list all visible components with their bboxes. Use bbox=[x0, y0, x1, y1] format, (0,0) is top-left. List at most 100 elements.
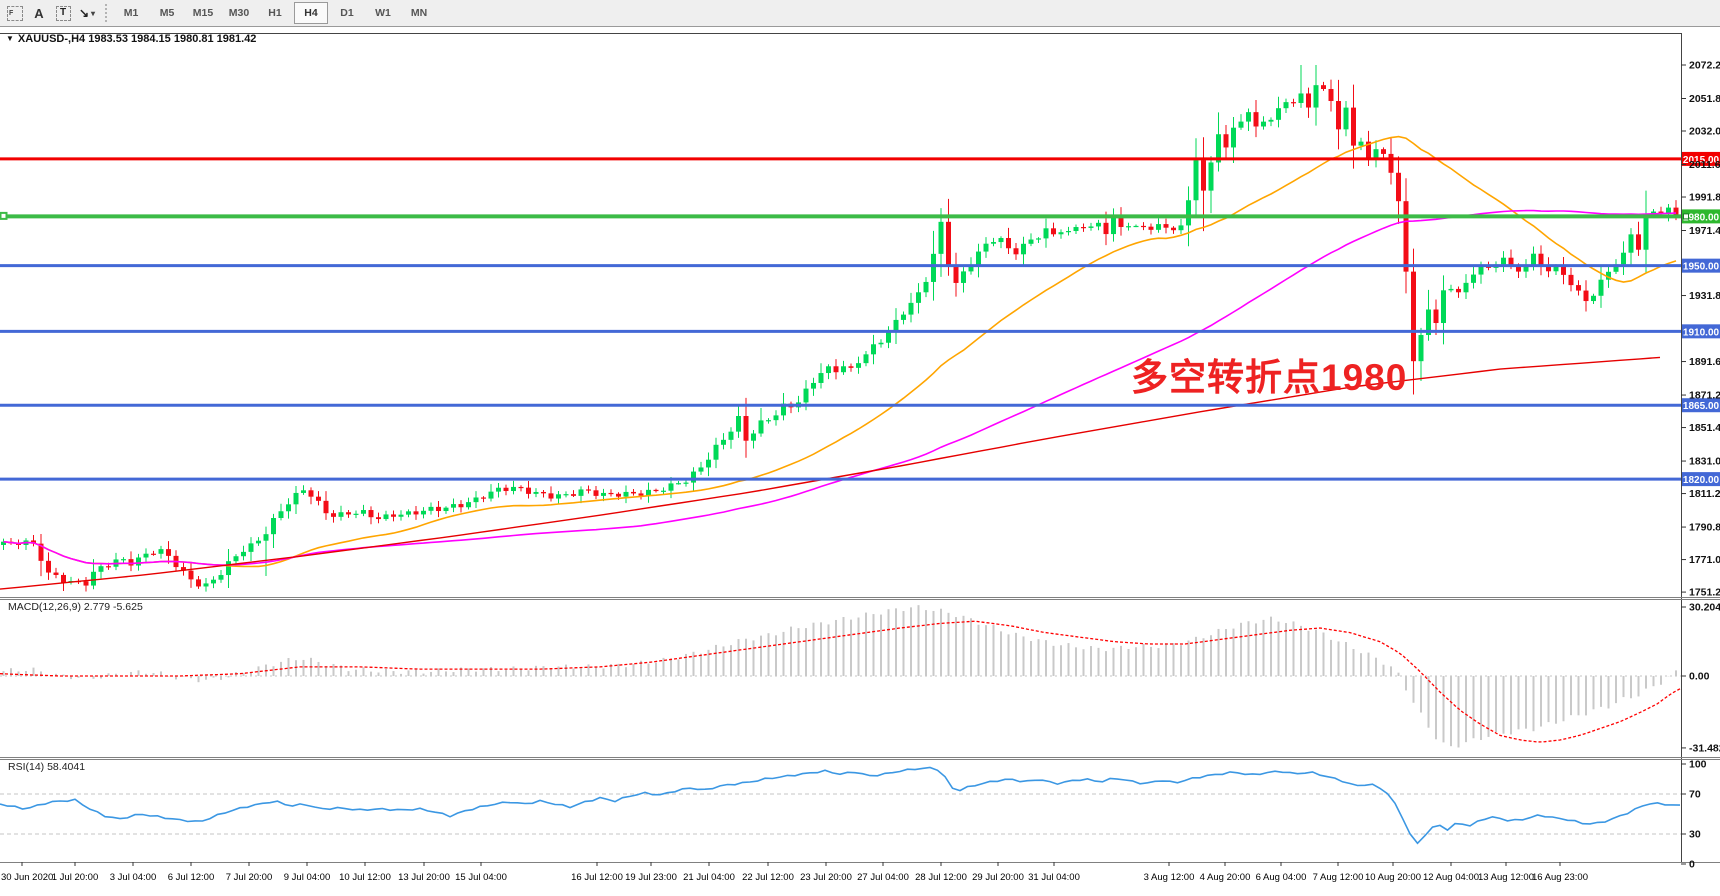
svg-text:1751.20: 1751.20 bbox=[1689, 587, 1720, 599]
hline-handle-left bbox=[0, 211, 8, 220]
svg-text:1851.40: 1851.40 bbox=[1689, 422, 1720, 434]
svg-text:30: 30 bbox=[1689, 829, 1701, 841]
svg-text:6 Jul 12:00: 6 Jul 12:00 bbox=[168, 872, 214, 883]
svg-text:0.00: 0.00 bbox=[1689, 671, 1710, 683]
svg-text:13 Jul 20:00: 13 Jul 20:00 bbox=[398, 872, 450, 883]
svg-text:10 Aug 20:00: 10 Aug 20:00 bbox=[1365, 872, 1421, 883]
svg-text:27 Jul 04:00: 27 Jul 04:00 bbox=[857, 872, 909, 883]
rsi-panel: 100 70 30 0 bbox=[0, 759, 1707, 871]
svg-text:1 Jul 20:00: 1 Jul 20:00 bbox=[52, 872, 98, 883]
svg-text:13 Aug 12:00: 13 Aug 12:00 bbox=[1478, 872, 1534, 883]
svg-text:23 Jul 20:00: 23 Jul 20:00 bbox=[800, 872, 852, 883]
svg-text:19 Jul 23:00: 19 Jul 23:00 bbox=[625, 872, 677, 883]
chart-annotation-text[interactable]: 多空转折点1980 bbox=[1131, 357, 1408, 398]
text-box-icon[interactable]: T bbox=[52, 2, 74, 24]
price-badge-1980.00 bbox=[1682, 209, 1720, 224]
timeframe-button-h4[interactable]: H4 bbox=[294, 2, 328, 24]
svg-text:16 Jul 12:00: 16 Jul 12:00 bbox=[571, 872, 623, 883]
price-badge-1865.00 bbox=[1682, 398, 1720, 413]
svg-text:2015.00: 2015.00 bbox=[1683, 155, 1720, 166]
horizontal-levels: 2015.00 1980.00 1950.00 1910.00 1865.00 1820.… bbox=[0, 151, 1720, 487]
price-badge-1910.00 bbox=[1682, 324, 1720, 339]
svg-text:7 Aug 12:00: 7 Aug 12:00 bbox=[1313, 872, 1364, 883]
ma-medium-magenta bbox=[3, 209, 1677, 566]
moving-averages bbox=[0, 135, 1677, 590]
svg-text:0: 0 bbox=[1689, 859, 1695, 871]
svg-text:31 Jul 04:00: 31 Jul 04:00 bbox=[1028, 872, 1080, 883]
svg-text:16 Aug 23:00: 16 Aug 23:00 bbox=[1532, 872, 1588, 883]
svg-text:2011.60: 2011.60 bbox=[1689, 159, 1720, 171]
ma-slow-red bbox=[0, 356, 1661, 590]
svg-text:28 Jul 12:00: 28 Jul 12:00 bbox=[915, 872, 967, 883]
macd-indicator-label: MACD(12,26,9) 2.779 -5.625 bbox=[8, 601, 143, 613]
grid-template-icon[interactable]: F bbox=[4, 2, 26, 24]
ma-fast-orange bbox=[3, 135, 1677, 568]
svg-text:70: 70 bbox=[1689, 789, 1701, 801]
text-label-icon[interactable]: A bbox=[34, 5, 44, 21]
svg-text:2051.80: 2051.80 bbox=[1689, 93, 1720, 105]
toolbar-grip[interactable] bbox=[105, 4, 107, 22]
svg-text:1950.00: 1950.00 bbox=[1683, 262, 1720, 273]
svg-text:7 Jul 20:00: 7 Jul 20:00 bbox=[226, 872, 272, 883]
svg-text:3 Aug 12:00: 3 Aug 12:00 bbox=[1144, 872, 1195, 883]
macd-panel: 30.204 0.00 -31.482 bbox=[0, 601, 1720, 754]
timeframe-button-mn[interactable]: MN bbox=[410, 7, 428, 19]
timeframe-button-m30[interactable]: M30 bbox=[228, 7, 250, 19]
svg-text:1865.00: 1865.00 bbox=[1683, 401, 1720, 412]
svg-text:6 Aug 04:00: 6 Aug 04:00 bbox=[1256, 872, 1307, 883]
svg-text:3 Jul 04:00: 3 Jul 04:00 bbox=[110, 872, 156, 883]
svg-text:100: 100 bbox=[1689, 759, 1707, 771]
timeframe-button-d1[interactable]: D1 bbox=[340, 7, 354, 19]
svg-text:29 Jul 20:00: 29 Jul 20:00 bbox=[972, 872, 1024, 883]
svg-text:1871.20: 1871.20 bbox=[1689, 390, 1720, 402]
timeframe-button-m5[interactable]: M5 bbox=[159, 7, 175, 19]
cursor-style-icon[interactable]: ↘ ▾ bbox=[78, 6, 96, 20]
price-badge-1950.00 bbox=[1682, 258, 1720, 273]
svg-text:2072.20: 2072.20 bbox=[1689, 60, 1720, 72]
chevron-down-icon: ▼ bbox=[6, 34, 14, 43]
hline-handle-badge bbox=[1683, 213, 1689, 220]
price-badge-1820.00 bbox=[1682, 472, 1720, 487]
timeframe-group: M1 M5 M15 M30 H1 H4 D1 W1 MN bbox=[113, 2, 437, 24]
svg-text:4 Aug 20:00: 4 Aug 20:00 bbox=[1200, 872, 1251, 883]
svg-text:12 Aug 04:00: 12 Aug 04:00 bbox=[1423, 872, 1479, 883]
svg-text:15 Jul 04:00: 15 Jul 04:00 bbox=[455, 872, 507, 883]
svg-text:9 Jul 04:00: 9 Jul 04:00 bbox=[284, 872, 330, 883]
svg-text:1811.20: 1811.20 bbox=[1689, 488, 1720, 500]
price-badge-2015.00 bbox=[1682, 151, 1720, 166]
svg-text:2032.00: 2032.00 bbox=[1689, 126, 1720, 138]
svg-text:22 Jul 12:00: 22 Jul 12:00 bbox=[742, 872, 794, 883]
timeframe-button-m1[interactable]: M1 bbox=[123, 7, 139, 19]
svg-text:30.204: 30.204 bbox=[1689, 601, 1720, 613]
svg-text:1771.00: 1771.00 bbox=[1689, 554, 1720, 566]
svg-text:1820.00: 1820.00 bbox=[1683, 475, 1720, 486]
rsi-line bbox=[0, 766, 1681, 845]
timeframe-button-w1[interactable]: W1 bbox=[375, 7, 391, 19]
panel-borders bbox=[0, 33, 1720, 863]
symbol-ohlc-text: XAUUSD-,H4 1983.53 1984.15 1980.81 1981.… bbox=[17, 33, 257, 45]
timeframe-button-m15[interactable]: M15 bbox=[192, 7, 214, 19]
svg-text:1980.00: 1980.00 bbox=[1683, 212, 1720, 223]
svg-text:1831.00: 1831.00 bbox=[1689, 456, 1720, 468]
symbol-title[interactable]: ▼ XAUUSD-,H4 1983.53 1984.15 1980.81 1981… bbox=[6, 33, 256, 45]
svg-text:1910.00: 1910.00 bbox=[1683, 327, 1720, 338]
svg-text:1891.60: 1891.60 bbox=[1689, 356, 1720, 368]
timeframe-button-h1[interactable]: H1 bbox=[268, 7, 282, 19]
svg-text:-31.482: -31.482 bbox=[1689, 742, 1720, 754]
svg-text:1931.80: 1931.80 bbox=[1689, 290, 1720, 302]
svg-text:21 Jul 04:00: 21 Jul 04:00 bbox=[683, 872, 735, 883]
macd-signal-line bbox=[0, 620, 1681, 743]
toolbar: F A T ↘ ▾ M1 M5 M15 M30 H1 H4 D1 W1 MN bbox=[0, 0, 1720, 27]
rsi-indicator-label: RSI(14) 58.4041 bbox=[8, 761, 86, 773]
price-axis: 2072.20 2051.80 2032.00 2011.60 1991.80 1971.… bbox=[1681, 60, 1720, 599]
svg-text:1790.80: 1790.80 bbox=[1689, 522, 1720, 534]
svg-text:30 Jun 2020: 30 Jun 2020 bbox=[1, 872, 53, 883]
candlestick-series bbox=[1, 65, 1679, 592]
svg-text:1971.40: 1971.40 bbox=[1689, 225, 1720, 237]
chevron-down-icon: ▾ bbox=[91, 8, 96, 18]
svg-text:1991.80: 1991.80 bbox=[1689, 192, 1720, 204]
svg-text:10 Jul 12:00: 10 Jul 12:00 bbox=[339, 872, 391, 883]
